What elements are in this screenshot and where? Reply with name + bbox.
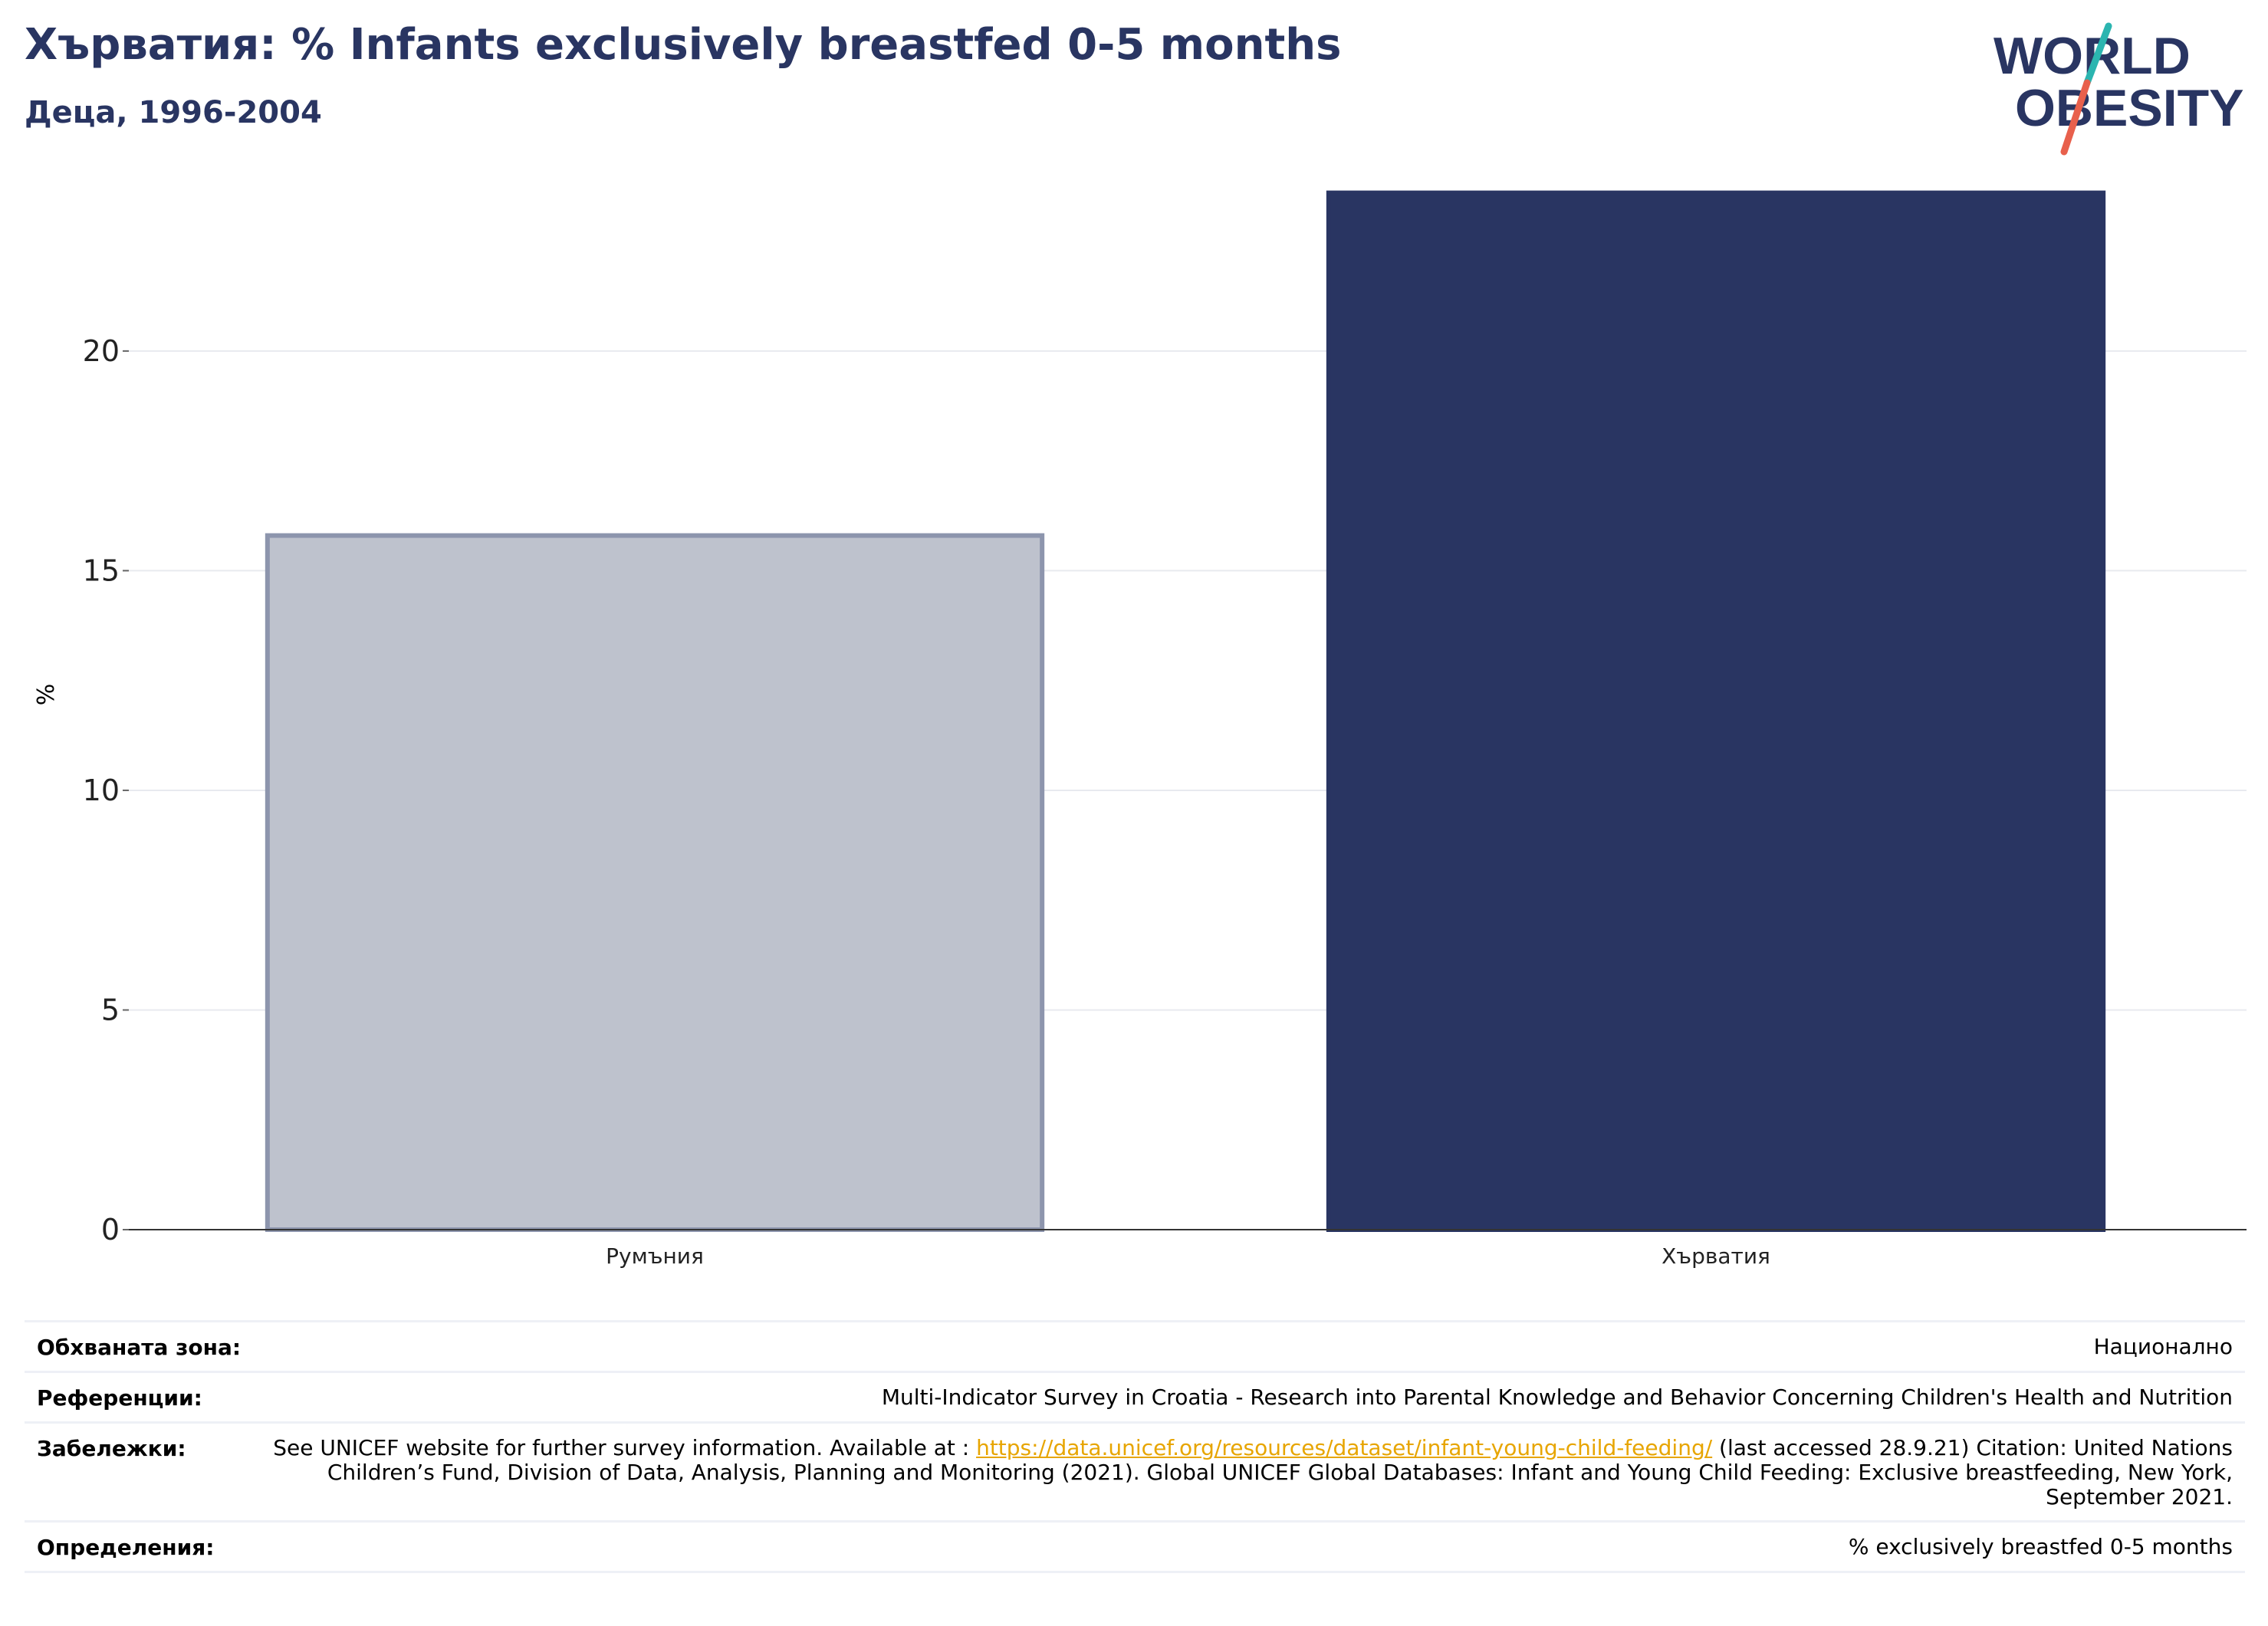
y-axis-title: % — [33, 684, 60, 706]
y-tick-label: 15 — [83, 553, 120, 587]
notes-suffix: (last accessed 28.9.21) Citation: United… — [327, 1435, 2233, 1509]
notes-prefix: See UNICEF website for further survey in… — [273, 1435, 977, 1460]
chart-subtitle: Деца, 1996-2004 — [25, 95, 322, 130]
y-tick-label: 0 — [101, 1213, 120, 1247]
unicef-link[interactable]: https://data.unicef.org/resources/datase… — [976, 1435, 1713, 1460]
logo-text-obesity: OBESITY — [2015, 79, 2244, 137]
meta-row-coverage: Обхваната зона: Национално — [25, 1320, 2245, 1371]
meta-row-definitions: Определения: % exclusively breastfed 0-5… — [25, 1520, 2245, 1573]
world-obesity-logo: WORLD OBESITY — [1994, 22, 2244, 156]
x-axis-labels: Румъния Хърватия — [606, 1243, 1770, 1269]
y-tick-label: 10 — [83, 774, 120, 807]
coverage-value: Национално — [2093, 1334, 2233, 1359]
logo-slash-bottom — [2060, 79, 2091, 156]
coverage-label: Обхваната зона: — [37, 1335, 242, 1360]
chart-title: Хърватия: % Infants exclusively breastfe… — [25, 20, 1342, 70]
bar-chart: 0 5 10 15 20 Румъния Хърватия % — [33, 190, 2247, 1269]
bar-1 — [265, 533, 1045, 1232]
references-value: Multi-Indicator Survey in Croatia - Rese… — [881, 1385, 2233, 1410]
meta-row-references: Референции: Multi-Indicator Survey in Cr… — [25, 1371, 2245, 1421]
definitions-label: Определения: — [37, 1535, 215, 1560]
metadata-table: Обхваната зона: Национално Референции: M… — [25, 1320, 2245, 1573]
bars — [265, 190, 2106, 1232]
references-label: Референции: — [37, 1385, 202, 1411]
notes-value: See UNICEF website for further survey in… — [217, 1436, 2233, 1509]
notes-label: Забележки: — [37, 1436, 186, 1461]
definitions-value: % exclusively breastfed 0-5 months — [1848, 1534, 2233, 1559]
bar-2 — [1326, 190, 2106, 1232]
y-tick-label: 20 — [83, 334, 120, 368]
meta-row-notes: Забележки: See UNICEF website for furthe… — [25, 1421, 2245, 1520]
logo-slash-top — [2083, 22, 2112, 87]
y-axis-ticks: 0 5 10 15 20 — [83, 334, 129, 1247]
x-tick-label: Хърватия — [1662, 1243, 1770, 1269]
y-tick-label: 5 — [101, 993, 120, 1027]
x-tick-label: Румъния — [606, 1243, 704, 1269]
